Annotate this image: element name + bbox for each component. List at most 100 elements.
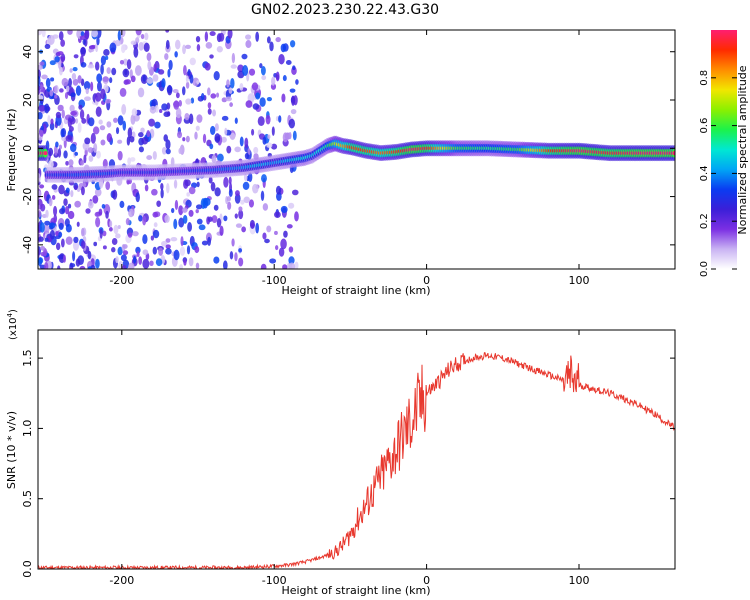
noise-cell (128, 262, 135, 269)
noise-cell (133, 46, 139, 58)
noise-cell (56, 242, 61, 251)
noise-cell (165, 148, 171, 155)
noise-cell (112, 189, 118, 200)
noise-cell (63, 150, 68, 159)
noise-cell (140, 34, 145, 40)
noise-cell (260, 65, 266, 76)
noise-cell (146, 77, 154, 84)
noise-cell (275, 245, 279, 251)
noise-cell (196, 44, 201, 52)
noise-cell (164, 214, 170, 223)
noise-cell (185, 135, 190, 143)
noise-cell (45, 209, 49, 218)
snr-frame (37, 329, 676, 570)
noise-cell (288, 246, 294, 253)
noise-cell (154, 121, 161, 129)
noise-cell (174, 51, 178, 58)
noise-cell (240, 199, 245, 205)
x-tick-label: -200 (109, 574, 134, 587)
noise-cell (251, 128, 255, 136)
noise-cell (158, 247, 164, 256)
noise-cell (81, 186, 85, 196)
noise-cell (152, 246, 157, 255)
noise-cell (186, 192, 190, 197)
colorbar-tick-label: 0.2 (699, 213, 710, 229)
noise-cell (99, 125, 106, 131)
noise-cell (84, 137, 91, 145)
noise-cell (111, 238, 118, 246)
noise-cell (288, 262, 296, 269)
noise-cell (201, 240, 208, 246)
noise-cell (244, 152, 250, 160)
noise-cell (135, 30, 142, 36)
noise-cell (142, 74, 146, 82)
noise-cell (117, 150, 123, 161)
noise-cell (213, 70, 220, 81)
noise-cell (213, 204, 219, 211)
noise-cell (61, 77, 69, 87)
noise-cell (142, 234, 148, 245)
noise-cell (67, 203, 72, 209)
y-tick-label: 0 (21, 145, 34, 152)
noise-cell (171, 207, 175, 214)
noise-cell (283, 230, 288, 238)
noise-cell (76, 221, 80, 227)
noise-cell (196, 218, 203, 225)
noise-cell (67, 210, 75, 220)
noise-cell (47, 160, 54, 169)
noise-cell (253, 146, 259, 154)
noise-cell (161, 103, 168, 111)
noise-cell (182, 137, 186, 142)
noise-cell (282, 264, 288, 269)
noise-cell (292, 65, 296, 71)
noise-cell (229, 102, 233, 107)
noise-cell (238, 248, 243, 253)
noise-cell (96, 73, 103, 83)
noise-cell (149, 260, 154, 266)
noise-cell (75, 118, 79, 124)
noise-cell (134, 65, 142, 76)
noise-cell (274, 211, 281, 218)
noise-cell (214, 123, 219, 132)
noise-cell (80, 31, 85, 37)
noise-cell (231, 238, 235, 247)
noise-cell (225, 96, 232, 102)
noise-cell (77, 75, 82, 84)
noise-cell (73, 54, 79, 59)
spectrogram-heatmap (38, 30, 675, 269)
noise-cell (289, 88, 296, 93)
snr-scale-suffix: ) (8, 309, 19, 313)
noise-cell (152, 150, 157, 160)
noise-cell (109, 42, 117, 53)
noise-cell (216, 46, 223, 53)
noise-cell (58, 231, 63, 238)
colorbar-tick-label: 0.6 (699, 118, 710, 134)
y-tick-label: -20 (21, 188, 34, 206)
noise-cell (122, 244, 128, 249)
noise-cell (38, 30, 43, 36)
noise-cell (286, 224, 293, 229)
noise-cell (182, 214, 188, 224)
noise-cell (95, 216, 101, 228)
noise-cell (60, 39, 66, 47)
noise-cell (211, 215, 218, 224)
noise-cell (59, 208, 66, 215)
noise-cell (194, 131, 198, 140)
noise-cell (166, 85, 173, 94)
noise-cell (228, 176, 232, 185)
noise-cell (207, 216, 213, 222)
noise-cell (41, 74, 48, 80)
noise-cell (160, 188, 164, 199)
noise-cell (91, 30, 99, 38)
noise-cell (74, 151, 79, 156)
noise-cell (65, 85, 70, 93)
noise-cell (92, 195, 99, 204)
noise-cell (173, 100, 180, 110)
noise-cell (99, 228, 103, 239)
noise-cell (59, 88, 64, 93)
noise-cell (217, 153, 224, 162)
noise-cell (96, 150, 101, 159)
noise-cell (266, 36, 271, 44)
noise-cell (257, 116, 265, 127)
noise-cell (127, 157, 132, 165)
